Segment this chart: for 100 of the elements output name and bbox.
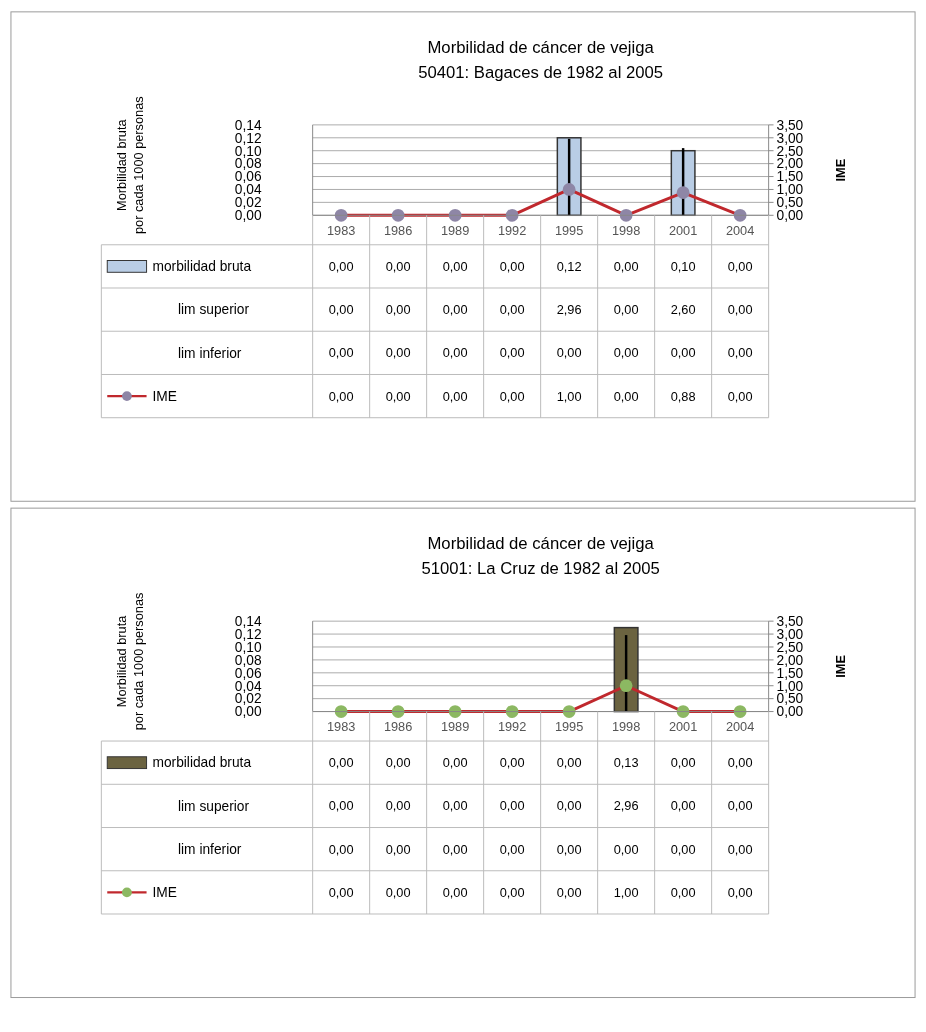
x-tick-label: 2004 [725,719,755,735]
y2-tick-label: 0,50 [776,195,804,211]
y-tick-label: 0,00 [234,208,262,224]
y-tick-label: 0,06 [234,665,262,681]
text: 0,00 [556,798,582,814]
data-label: 0,00 [385,388,411,404]
text: 0,00 [442,302,468,318]
data-label: 0,00 [727,258,753,274]
data-label: 0,12 [556,258,582,274]
data-label: 0,00 [328,388,354,404]
text: 0,00 [556,841,582,857]
text: lim inferior [178,841,242,857]
y2-axis-title: IME [833,158,849,182]
y-tick-label: 0,04 [234,182,262,198]
x-tick-label: 1998 [611,222,641,238]
data-label: 0,00 [499,258,525,274]
y2-tick-label: 1,50 [776,169,804,185]
x-tick-label: 1983 [326,222,356,238]
text: 0,00 [385,841,411,857]
point [676,186,690,199]
chart-subtitle: 51001: La Cruz de 1982 al 2005 [421,558,660,578]
text: 0,00 [499,302,525,318]
y2-tick-label: 0,00 [776,704,804,720]
y2-tick-label: 3,50 [776,117,804,133]
data-label: 0,00 [385,755,411,771]
data-label: 0,00 [499,388,525,404]
legend-label: morbilidad bruta [152,259,252,275]
text: 0,00 [499,841,525,857]
text: 0,00 [385,345,411,361]
y-tick-label: 0,08 [234,156,262,172]
y-tick-label: 0,14 [234,117,262,133]
legend-label: morbilidad bruta [152,755,252,771]
text: 0,00 [328,302,354,318]
y-tick-label: 0,08 [234,652,262,668]
chart-subtitle: 50401: Bagaces de 1982 al 2005 [418,62,664,82]
text: lim superior [178,302,250,318]
data-label: 0,00 [727,755,753,771]
text: lim inferior [178,345,242,361]
chart-title: Morbilidad de cáncer de vejiga [427,38,655,58]
data-label: 1,00 [613,884,639,900]
data-label: 0,00 [613,258,639,274]
data-label: 0,10 [670,258,696,274]
y-tick-label: 0,04 [234,678,262,694]
data-label: 0,00 [385,258,411,274]
data-label: 0,00 [328,884,354,900]
data-label: 0,00 [727,388,753,404]
text: 0,00 [727,798,753,814]
data-label: 0,00 [442,884,468,900]
data-label: 0,13 [613,755,639,771]
data-label: 0,00 [442,388,468,404]
text: 2,60 [670,302,696,318]
text: 0,00 [727,345,753,361]
x-tick-label: 2001 [668,222,698,238]
data-label: 0,00 [556,755,582,771]
data-label: 0,00 [556,884,582,900]
y2-tick-label: 3,50 [776,613,804,629]
text: 0,00 [613,302,639,318]
y2-axis-title: IME [833,654,849,678]
point [562,183,576,196]
x-tick-label: 1995 [554,719,584,735]
y-tick-label: 0,02 [234,195,262,211]
x-tick-label: 1998 [611,719,641,735]
data-label: 0,00 [613,388,639,404]
x-tick-label: 2004 [725,222,755,238]
text: 2,96 [556,302,582,318]
data-label: 0,00 [385,884,411,900]
text: 0,00 [442,345,468,361]
y-tick-label: 0,00 [234,704,262,720]
text: 0,00 [385,302,411,318]
data-label: 0,00 [670,884,696,900]
data-label: 0,88 [670,388,696,404]
text: 0,00 [727,841,753,857]
x-tick-label: 1992 [497,222,527,238]
x-tick-label: 2001 [668,719,698,735]
text: 0,00 [727,302,753,318]
x-tick-label: 1989 [440,719,470,735]
x-tick-label: 1986 [383,222,413,238]
x-tick-label: 1983 [326,719,356,735]
x-tick-label: 1992 [497,719,527,735]
text: 0,00 [328,345,354,361]
text: 2,96 [613,798,639,814]
text: 0,00 [385,798,411,814]
text: 0,00 [499,345,525,361]
legend-label: IME [152,388,177,404]
y-tick-label: 0,06 [234,169,262,185]
x-tick-label: 1986 [383,719,413,735]
data-label: 0,00 [499,755,525,771]
legend-label: IME [152,885,177,901]
data-label: 1,00 [556,388,582,404]
text: 0,00 [556,345,582,361]
text: 0,00 [499,798,525,814]
text: 0,00 [613,841,639,857]
text: 0,00 [670,798,696,814]
y-tick-label: 0,12 [234,626,262,642]
chart-title: Morbilidad de cáncer de vejiga [427,534,655,554]
text: 0,00 [613,345,639,361]
text: 0,00 [442,841,468,857]
data-label: 0,00 [727,884,753,900]
data-label: 0,00 [670,755,696,771]
data-label: 0,00 [442,258,468,274]
